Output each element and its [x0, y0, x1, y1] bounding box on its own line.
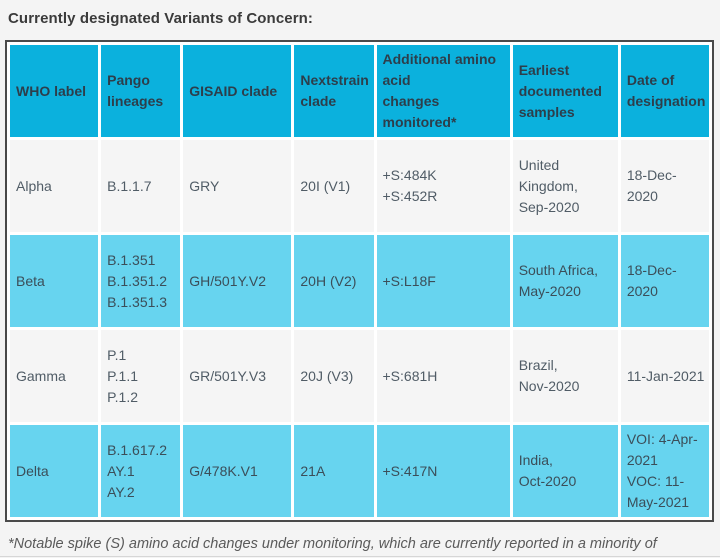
voc-table: WHO label Pango lineages GISAID clade Ne…	[5, 40, 714, 522]
cell-earliest-samples: South Africa, May-2020	[512, 235, 618, 327]
column-header-amino-changes: Additional amino acid changes monitored*	[376, 45, 510, 137]
cell-nextstrain-clade: 21A	[294, 425, 374, 517]
bottom-divider	[0, 556, 720, 557]
cell-gisaid-clade: G/478K.V1	[183, 425, 292, 517]
cell-nextstrain-clade: 20H (V2)	[294, 235, 374, 327]
cell-date-designation: 18-Dec-2020	[620, 140, 709, 232]
cell-nextstrain-clade: 20I (V1)	[294, 140, 374, 232]
cell-date-designation: VOI: 4-Apr-2021 VOC: 11-May-2021	[620, 425, 709, 517]
cell-gisaid-clade: GR/501Y.V3	[183, 330, 292, 422]
voc-table-body: Alpha B.1.1.7 GRY 20I (V1) +S:484K +S:45…	[10, 140, 709, 517]
cell-pango-lineages: P.1 P.1.1 P.1.2	[101, 330, 181, 422]
header-row: WHO label Pango lineages GISAID clade Ne…	[10, 45, 709, 137]
cell-date-designation: 18-Dec-2020	[620, 235, 709, 327]
cell-earliest-samples: United Kingdom, Sep-2020	[512, 140, 618, 232]
page-title: Currently designated Variants of Concern…	[8, 10, 313, 27]
cell-gisaid-clade: GRY	[183, 140, 292, 232]
voc-table-header: WHO label Pango lineages GISAID clade Ne…	[10, 45, 709, 137]
column-header-gisaid-clade: GISAID clade	[183, 45, 292, 137]
cell-date-designation: 11-Jan-2021	[620, 330, 709, 422]
cell-who-label: Delta	[10, 425, 99, 517]
table-row-beta: Beta B.1.351 B.1.351.2 B.1.351.3 GH/501Y…	[10, 235, 709, 327]
table-row-delta: Delta B.1.617.2 AY.1 AY.2 G/478K.V1 21A …	[10, 425, 709, 517]
cell-who-label: Beta	[10, 235, 99, 327]
cell-amino-changes: +S:484K +S:452R	[376, 140, 510, 232]
table-row-alpha: Alpha B.1.1.7 GRY 20I (V1) +S:484K +S:45…	[10, 140, 709, 232]
cell-who-label: Alpha	[10, 140, 99, 232]
column-header-pango-lineages: Pango lineages	[101, 45, 181, 137]
column-header-nextstrain-clade: Nextstrain clade	[294, 45, 374, 137]
cell-amino-changes: +S:L18F	[376, 235, 510, 327]
column-header-date-designation: Date of designation	[620, 45, 709, 137]
cell-amino-changes: +S:681H	[376, 330, 510, 422]
cell-pango-lineages: B.1.617.2 AY.1 AY.2	[101, 425, 181, 517]
cell-pango-lineages: B.1.1.7	[101, 140, 181, 232]
column-header-earliest-samples: Earliest documented samples	[512, 45, 618, 137]
cell-gisaid-clade: GH/501Y.V2	[183, 235, 292, 327]
cell-earliest-samples: Brazil, Nov-2020	[512, 330, 618, 422]
footnote: *Notable spike (S) amino acid changes un…	[8, 536, 657, 552]
cell-pango-lineages: B.1.351 B.1.351.2 B.1.351.3	[101, 235, 181, 327]
cell-earliest-samples: India, Oct-2020	[512, 425, 618, 517]
column-header-who-label: WHO label	[10, 45, 99, 137]
cell-amino-changes: +S:417N	[376, 425, 510, 517]
cell-nextstrain-clade: 20J (V3)	[294, 330, 374, 422]
table-row-gamma: Gamma P.1 P.1.1 P.1.2 GR/501Y.V3 20J (V3…	[10, 330, 709, 422]
cell-who-label: Gamma	[10, 330, 99, 422]
